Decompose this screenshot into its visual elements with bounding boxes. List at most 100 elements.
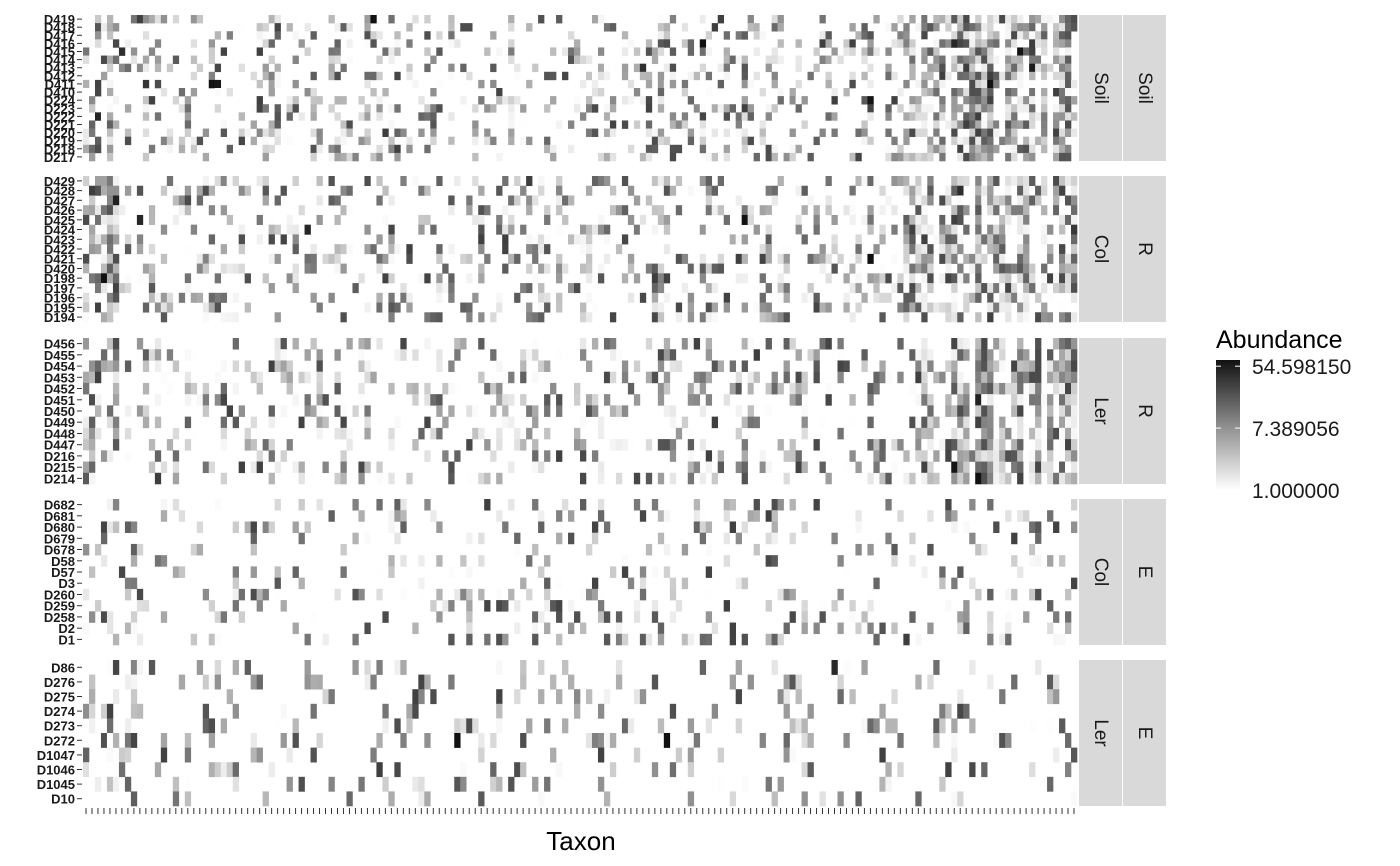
heatmap-cell — [687, 292, 695, 303]
heatmap-cell — [118, 566, 126, 578]
heatmap-cell — [987, 283, 994, 294]
heatmap-cell — [849, 283, 856, 294]
heatmap-cell — [909, 244, 916, 255]
heatmap-cell — [951, 427, 958, 440]
heatmap-cell — [83, 472, 90, 485]
heatmap-cell — [603, 253, 611, 264]
heatmap-cell — [867, 176, 874, 187]
heatmap-cell — [903, 47, 910, 56]
heatmap-cell — [106, 622, 114, 635]
heatmap-cell — [1029, 394, 1036, 406]
heatmap-cell — [699, 104, 707, 113]
heatmap-cell — [957, 349, 964, 361]
heatmap-cell — [1065, 96, 1072, 105]
heatmap-cell — [106, 224, 114, 235]
heatmap-cell — [190, 292, 198, 303]
heatmap-cell — [861, 214, 868, 225]
heatmap-cell — [969, 47, 976, 56]
heatmap-cell — [238, 461, 245, 474]
heatmap-cell — [987, 55, 994, 64]
heatmap-cell — [597, 703, 605, 719]
heatmap-cell — [304, 674, 311, 690]
heatmap-cell — [597, 776, 605, 792]
heatmap-cell — [556, 394, 563, 406]
heatmap-cell — [1053, 338, 1060, 350]
heatmap-cell — [933, 15, 940, 24]
heatmap-cell — [502, 244, 509, 255]
heatmap-cell — [975, 23, 982, 32]
heatmap-cell — [693, 338, 701, 350]
heatmap-cell — [771, 791, 778, 807]
heatmap-cell — [759, 205, 766, 216]
heatmap-cell — [1029, 39, 1036, 48]
heatmap-cell — [1065, 31, 1072, 40]
heatmap-cell — [232, 566, 239, 578]
heatmap-cell — [436, 253, 443, 264]
heatmap-cell — [855, 263, 862, 274]
heatmap-cell — [514, 543, 521, 556]
heatmap-cell — [220, 416, 228, 429]
heatmap-cell — [903, 214, 910, 225]
heatmap-cell — [651, 283, 659, 294]
heatmap-cell — [975, 405, 982, 417]
heatmap-cell — [244, 439, 251, 451]
heatmap-cell — [783, 371, 790, 384]
heatmap-cell — [1059, 79, 1066, 89]
heatmap-cell — [298, 112, 305, 121]
heatmap-cell — [663, 338, 671, 350]
heatmap-cell — [837, 360, 844, 372]
heatmap-cell — [88, 205, 96, 216]
heatmap-cell — [591, 405, 599, 417]
heatmap-cell — [232, 360, 239, 372]
heatmap-cell — [340, 244, 347, 255]
heatmap-cell — [262, 136, 269, 146]
heatmap-cell — [783, 733, 790, 748]
heatmap-cell — [83, 747, 90, 763]
heatmap-cell — [538, 611, 545, 623]
heatmap-cell — [843, 39, 850, 48]
heatmap-cell — [603, 394, 611, 406]
heatmap-cell — [544, 292, 551, 303]
heatmap-cell — [310, 104, 317, 113]
heatmap-cell — [975, 79, 982, 89]
heatmap-cell — [376, 588, 383, 601]
heatmap-cell — [1029, 718, 1036, 734]
heatmap-cell — [801, 405, 808, 417]
heatmap-cell — [556, 600, 563, 612]
heatmap-cell — [124, 39, 132, 48]
heatmap-cell — [723, 47, 730, 56]
heatmap-cell — [478, 39, 485, 48]
heatmap-cell — [753, 510, 760, 522]
heatmap-cell — [651, 674, 659, 690]
heatmap-cell — [1065, 312, 1072, 323]
heatmap-cell — [1059, 144, 1066, 154]
heatmap-cell — [394, 660, 401, 675]
heatmap-cell — [280, 600, 287, 612]
strip-inner-label-bg — [1079, 176, 1122, 322]
heatmap-cell — [430, 128, 437, 137]
heatmap-cell — [1041, 23, 1048, 32]
heatmap-cell — [747, 104, 754, 113]
heatmap-cell — [765, 253, 772, 264]
heatmap-cell — [687, 185, 695, 196]
heatmap-cell — [310, 703, 317, 719]
heatmap-cell — [538, 263, 545, 274]
heatmap-cell — [825, 302, 832, 313]
heatmap-cell — [951, 88, 958, 97]
heatmap-cell — [597, 214, 605, 225]
heatmap-cell — [873, 371, 880, 384]
heatmap-cell — [1059, 176, 1066, 187]
heatmap-cell — [544, 588, 551, 601]
heatmap-cell — [771, 660, 778, 675]
heatmap-cell — [508, 47, 515, 56]
heatmap-cell — [633, 88, 641, 97]
heatmap-cell — [130, 660, 138, 675]
heatmap-cell — [496, 302, 503, 313]
heatmap-cell — [1065, 104, 1072, 113]
heatmap-cell — [184, 382, 192, 395]
heatmap-cell — [94, 31, 102, 40]
heatmap-cell — [741, 360, 748, 372]
heatmap-cell — [580, 439, 587, 451]
heatmap-cell — [106, 244, 114, 255]
heatmap-cell — [897, 302, 904, 313]
